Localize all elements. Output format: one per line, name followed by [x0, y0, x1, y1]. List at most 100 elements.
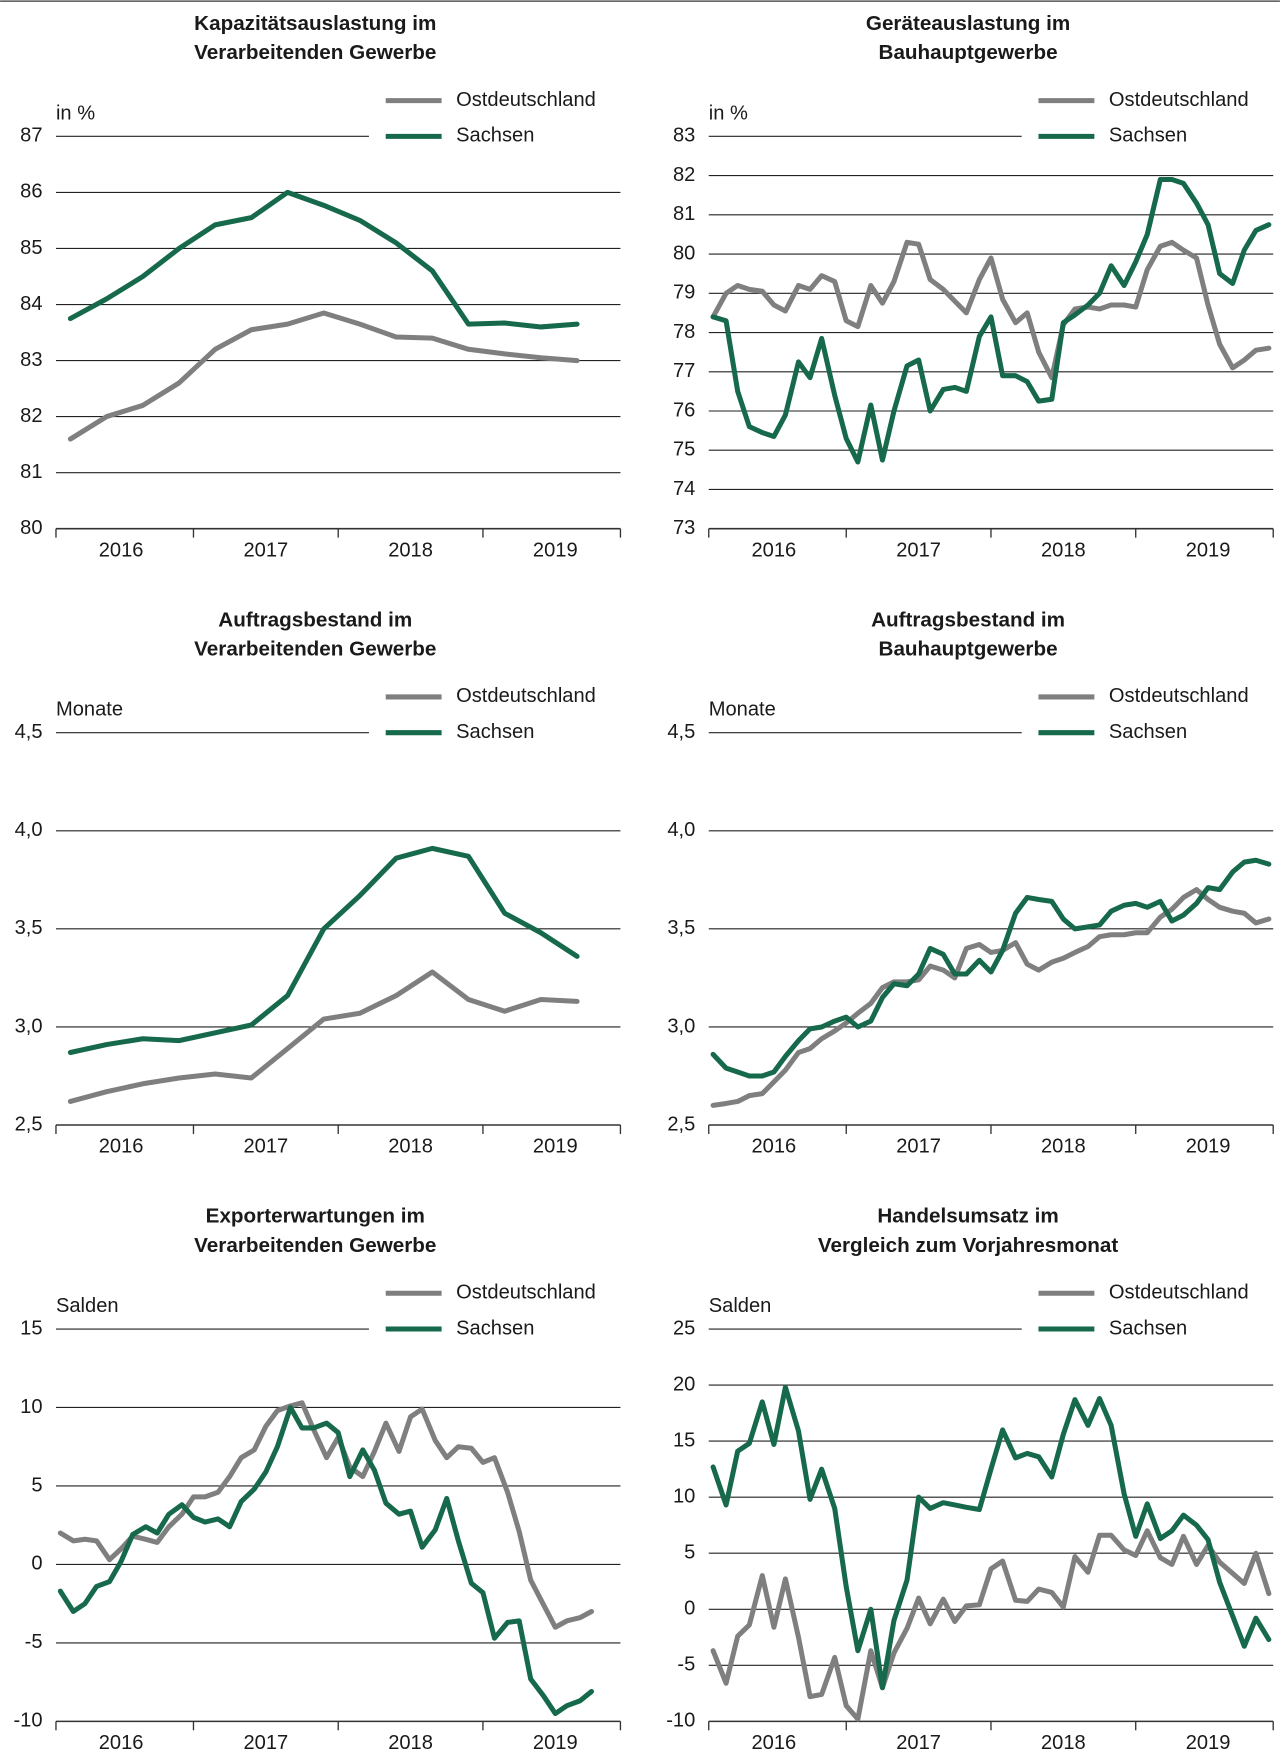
y-tick-label: 79 — [673, 282, 695, 304]
y-tick-label: 3,5 — [667, 917, 695, 939]
y-tick-label: 4,0 — [15, 819, 43, 841]
y-tick-label: 3,0 — [667, 1015, 695, 1037]
y-tick-label: 86 — [20, 181, 42, 203]
unit-label: in % — [709, 102, 748, 124]
legend-label: Sachsen — [1109, 721, 1187, 743]
series-line — [710, 1528, 1272, 1722]
legend-label: Sachsen — [456, 721, 534, 743]
x-tick-label: 2018 — [388, 1136, 433, 1158]
unit-label: Salden — [56, 1295, 119, 1317]
chart-title: Bauhauptgewerbe — [879, 41, 1058, 64]
series-line — [67, 845, 580, 1055]
series-line — [57, 1400, 595, 1630]
y-tick-label: 4,5 — [15, 721, 43, 743]
chart-title: Geräteauslastung im — [866, 12, 1070, 35]
y-tick-label: 0 — [31, 1553, 42, 1575]
x-tick-label: 2018 — [388, 1732, 433, 1754]
legend-label: Ostdeutschland — [456, 1282, 596, 1304]
y-tick-label: 10 — [20, 1396, 42, 1418]
chart-title: Handelsumsatz im — [877, 1205, 1058, 1228]
chart-title: Verarbeitenden Gewerbe — [194, 41, 436, 64]
x-tick-label: 2017 — [243, 1732, 288, 1754]
y-tick-label: 78 — [673, 321, 695, 343]
chart-title: Auftragsbestand im — [871, 608, 1065, 631]
y-tick-label: 81 — [20, 461, 42, 483]
legend-label: Sachsen — [456, 125, 534, 147]
y-tick-label: -5 — [677, 1654, 695, 1676]
series-line — [710, 857, 1272, 1079]
y-tick-label: 81 — [673, 203, 695, 225]
y-tick-label: 87 — [20, 125, 42, 147]
y-tick-label: 76 — [673, 399, 695, 421]
x-tick-label: 2018 — [1041, 1136, 1086, 1158]
y-tick-label: 83 — [673, 125, 695, 147]
y-tick-label: 4,5 — [667, 721, 695, 743]
y-tick-label: 3,0 — [15, 1015, 43, 1037]
legend-label: Ostdeutschland — [456, 89, 596, 111]
y-tick-label: 2,5 — [15, 1113, 43, 1135]
chart-title: Auftragsbestand im — [218, 608, 412, 631]
chart-title: Verarbeitenden Gewerbe — [194, 637, 436, 660]
legend-label: Ostdeutschland — [1109, 89, 1249, 111]
x-tick-label: 2018 — [388, 539, 433, 561]
y-tick-label: 83 — [20, 349, 42, 371]
series-line — [710, 176, 1272, 465]
x-tick-label: 2019 — [533, 1136, 578, 1158]
x-tick-label: 2017 — [243, 539, 288, 561]
legend-label: Ostdeutschland — [1109, 1282, 1249, 1304]
y-tick-label: 73 — [673, 517, 695, 539]
y-tick-label: 82 — [673, 164, 695, 186]
x-tick-label: 2016 — [99, 1136, 144, 1158]
chart-title: Bauhauptgewerbe — [879, 637, 1058, 660]
legend-label: Sachsen — [456, 1317, 534, 1339]
y-tick-label: 0 — [684, 1598, 695, 1620]
y-tick-label: 85 — [20, 237, 42, 259]
x-tick-label: 2016 — [99, 539, 144, 561]
chart-title: Vergleich zum Vorjahresmonat — [818, 1234, 1118, 1257]
unit-label: in % — [56, 102, 95, 124]
y-tick-label: 5 — [684, 1542, 695, 1564]
y-tick-label: 15 — [20, 1317, 42, 1339]
x-tick-label: 2018 — [1041, 539, 1086, 561]
x-tick-label: 2017 — [896, 1732, 941, 1754]
series-line — [57, 1404, 595, 1717]
y-tick-label: 20 — [673, 1373, 695, 1395]
y-tick-label: 80 — [673, 242, 695, 264]
series-line — [67, 310, 580, 442]
chart-title: Verarbeitenden Gewerbe — [194, 1234, 436, 1257]
x-tick-label: 2016 — [99, 1732, 144, 1754]
x-tick-label: 2016 — [751, 1732, 796, 1754]
y-tick-label: 10 — [673, 1485, 695, 1507]
y-tick-label: 2,5 — [667, 1113, 695, 1135]
y-tick-label: 80 — [20, 517, 42, 539]
x-tick-label: 2017 — [896, 1136, 941, 1158]
x-tick-label: 2019 — [1186, 1732, 1231, 1754]
series-line — [67, 189, 580, 330]
y-tick-label: 75 — [673, 439, 695, 461]
legend-label: Sachsen — [1109, 1317, 1187, 1339]
legend-label: Ostdeutschland — [1109, 685, 1249, 707]
series-line — [67, 969, 580, 1104]
x-tick-label: 2016 — [751, 539, 796, 561]
x-tick-label: 2017 — [243, 1136, 288, 1158]
y-tick-label: 74 — [673, 478, 695, 500]
y-tick-label: 84 — [20, 293, 42, 315]
y-tick-label: -5 — [25, 1631, 43, 1653]
unit-label: Salden — [709, 1295, 772, 1317]
x-tick-label: 2019 — [1186, 539, 1231, 561]
unit-label: Monate — [709, 699, 776, 721]
y-tick-label: 82 — [20, 405, 42, 427]
x-tick-label: 2017 — [896, 539, 941, 561]
series-line — [710, 239, 1272, 381]
y-tick-label: -10 — [13, 1710, 42, 1732]
series-line — [710, 887, 1272, 1108]
x-tick-label: 2019 — [533, 539, 578, 561]
y-tick-label: 4,0 — [667, 819, 695, 841]
x-tick-label: 2019 — [1186, 1136, 1231, 1158]
y-tick-label: 5 — [31, 1474, 42, 1496]
y-tick-label: 3,5 — [15, 917, 43, 939]
y-tick-label: 25 — [673, 1317, 695, 1339]
legend-label: Ostdeutschland — [456, 685, 596, 707]
x-tick-label: 2019 — [533, 1732, 578, 1754]
